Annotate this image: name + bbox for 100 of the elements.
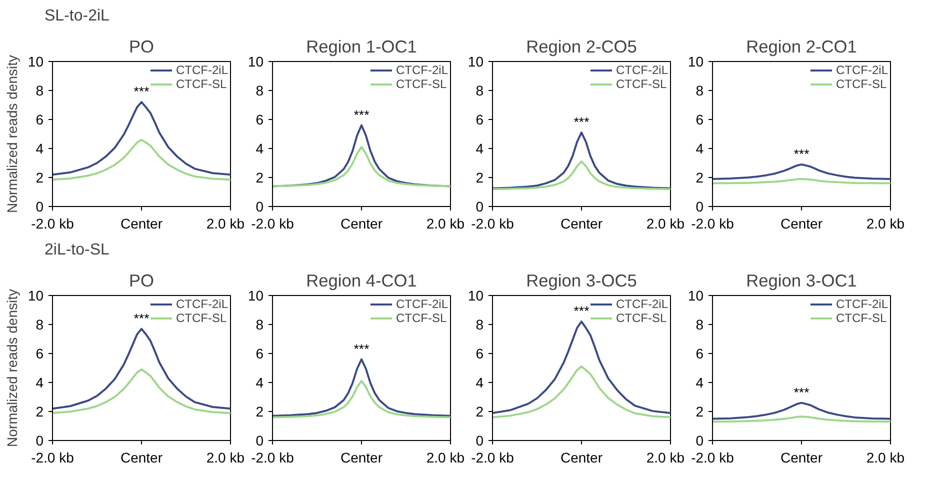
legend-label: CTCF-2iL (616, 297, 668, 311)
legend-label: CTCF-SL (176, 77, 227, 91)
x-tick-label: Center (560, 216, 603, 232)
annotation: *** (134, 84, 150, 100)
y-tick-label: 6 (256, 346, 264, 362)
y-tick-label: 4 (696, 140, 704, 156)
x-tick-label: Center (120, 216, 163, 232)
y-tick-label: 4 (36, 140, 44, 156)
y-axis-title: Normalized reads density (4, 55, 20, 213)
x-tick-label: 2.0 kb (646, 216, 685, 232)
y-tick-label: 6 (476, 346, 484, 362)
legend-label: CTCF-2iL (616, 63, 668, 77)
x-tick-label: -2.0 kb (471, 450, 514, 466)
legend-label: CTCF-SL (396, 311, 447, 325)
y-tick-label: 6 (256, 112, 264, 128)
chart-title: PO (128, 36, 154, 56)
y-tick-label: 4 (476, 140, 484, 156)
y-tick-label: 10 (28, 54, 44, 70)
legend-label: CTCF-2iL (176, 63, 228, 77)
y-tick-label: 4 (256, 374, 264, 390)
y-tick-label: 0 (256, 432, 264, 448)
legend-label: CTCF-SL (396, 77, 447, 91)
x-tick-label: 2.0 kb (426, 450, 465, 466)
legend-label: CTCF-2iL (836, 297, 888, 311)
y-tick-label: 2 (256, 404, 264, 420)
y-tick-label: 0 (696, 432, 704, 448)
x-tick-label: 2.0 kb (206, 216, 245, 232)
y-tick-label: 2 (696, 404, 704, 420)
chart-title: Region 2-CO1 (746, 36, 857, 56)
y-tick-label: 8 (256, 82, 264, 98)
annotation: *** (574, 114, 590, 130)
x-tick-label: 2.0 kb (866, 216, 905, 232)
y-tick-label: 2 (36, 404, 44, 420)
y-tick-label: 10 (248, 54, 264, 70)
y-tick-label: 8 (476, 316, 484, 332)
x-tick-label: -2.0 kb (691, 216, 734, 232)
chart-title: Region 4-CO1 (306, 270, 417, 290)
chart-title: Region 3-OC1 (746, 270, 857, 290)
chart-title: Region 1-OC1 (306, 36, 417, 56)
legend-label: CTCF-2iL (836, 63, 888, 77)
y-tick-label: 8 (256, 316, 264, 332)
x-tick-label: Center (340, 216, 383, 232)
y-tick-label: 8 (36, 82, 44, 98)
chart-title: Region 3-OC5 (526, 270, 637, 290)
y-tick-label: 0 (696, 198, 704, 214)
legend-label: CTCF-2iL (396, 297, 448, 311)
y-tick-label: 4 (256, 140, 264, 156)
y-tick-label: 0 (36, 432, 44, 448)
x-tick-label: 2.0 kb (646, 450, 685, 466)
x-tick-label: 2.0 kb (206, 450, 245, 466)
y-tick-label: 8 (476, 82, 484, 98)
y-tick-label: 2 (36, 170, 44, 186)
y-tick-label: 4 (36, 374, 44, 390)
x-tick-label: -2.0 kb (691, 450, 734, 466)
annotation: *** (794, 146, 810, 162)
y-tick-label: 0 (256, 198, 264, 214)
y-tick-label: 2 (476, 404, 484, 420)
chart-title: PO (128, 270, 154, 290)
y-tick-label: 2 (256, 170, 264, 186)
y-tick-label: 10 (688, 288, 704, 304)
text: SL-to-2iL (44, 8, 110, 24)
y-tick-label: 10 (28, 288, 44, 304)
x-tick-label: Center (780, 450, 823, 466)
legend-label: CTCF-SL (176, 311, 227, 325)
x-tick-label: Center (340, 450, 383, 466)
annotation: *** (794, 384, 810, 400)
y-tick-label: 0 (36, 198, 44, 214)
y-tick-label: 6 (696, 346, 704, 362)
x-tick-label: 2.0 kb (866, 450, 905, 466)
y-tick-label: 6 (36, 346, 44, 362)
text: 2iL-to-SL (44, 242, 110, 258)
x-tick-label: Center (560, 450, 603, 466)
y-tick-label: 6 (696, 112, 704, 128)
x-tick-label: Center (120, 450, 163, 466)
annotation: *** (134, 310, 150, 326)
x-tick-label: -2.0 kb (31, 450, 74, 466)
y-tick-label: 0 (476, 198, 484, 214)
legend-label: CTCF-SL (616, 311, 667, 325)
y-tick-label: 2 (476, 170, 484, 186)
y-tick-label: 8 (696, 316, 704, 332)
legend-label: CTCF-SL (616, 77, 667, 91)
annotation: *** (354, 341, 370, 356)
chart-title: Region 2-CO5 (526, 36, 637, 56)
y-tick-label: 4 (696, 374, 704, 390)
legend-label: CTCF-SL (836, 311, 887, 325)
y-tick-label: 8 (696, 82, 704, 98)
x-tick-label: -2.0 kb (251, 450, 294, 466)
y-tick-label: 0 (476, 432, 484, 448)
legend-label: CTCF-SL (836, 77, 887, 91)
x-tick-label: Center (780, 216, 823, 232)
y-axis-title: Normalized reads density (4, 289, 20, 447)
legend-label: CTCF-2iL (176, 297, 228, 311)
y-tick-label: 10 (468, 54, 484, 70)
y-tick-label: 10 (468, 288, 484, 304)
y-tick-label: 2 (696, 170, 704, 186)
y-tick-label: 4 (476, 374, 484, 390)
annotation: *** (574, 304, 590, 319)
y-tick-label: 10 (248, 288, 264, 304)
x-tick-label: 2.0 kb (426, 216, 465, 232)
y-tick-label: 6 (36, 112, 44, 128)
